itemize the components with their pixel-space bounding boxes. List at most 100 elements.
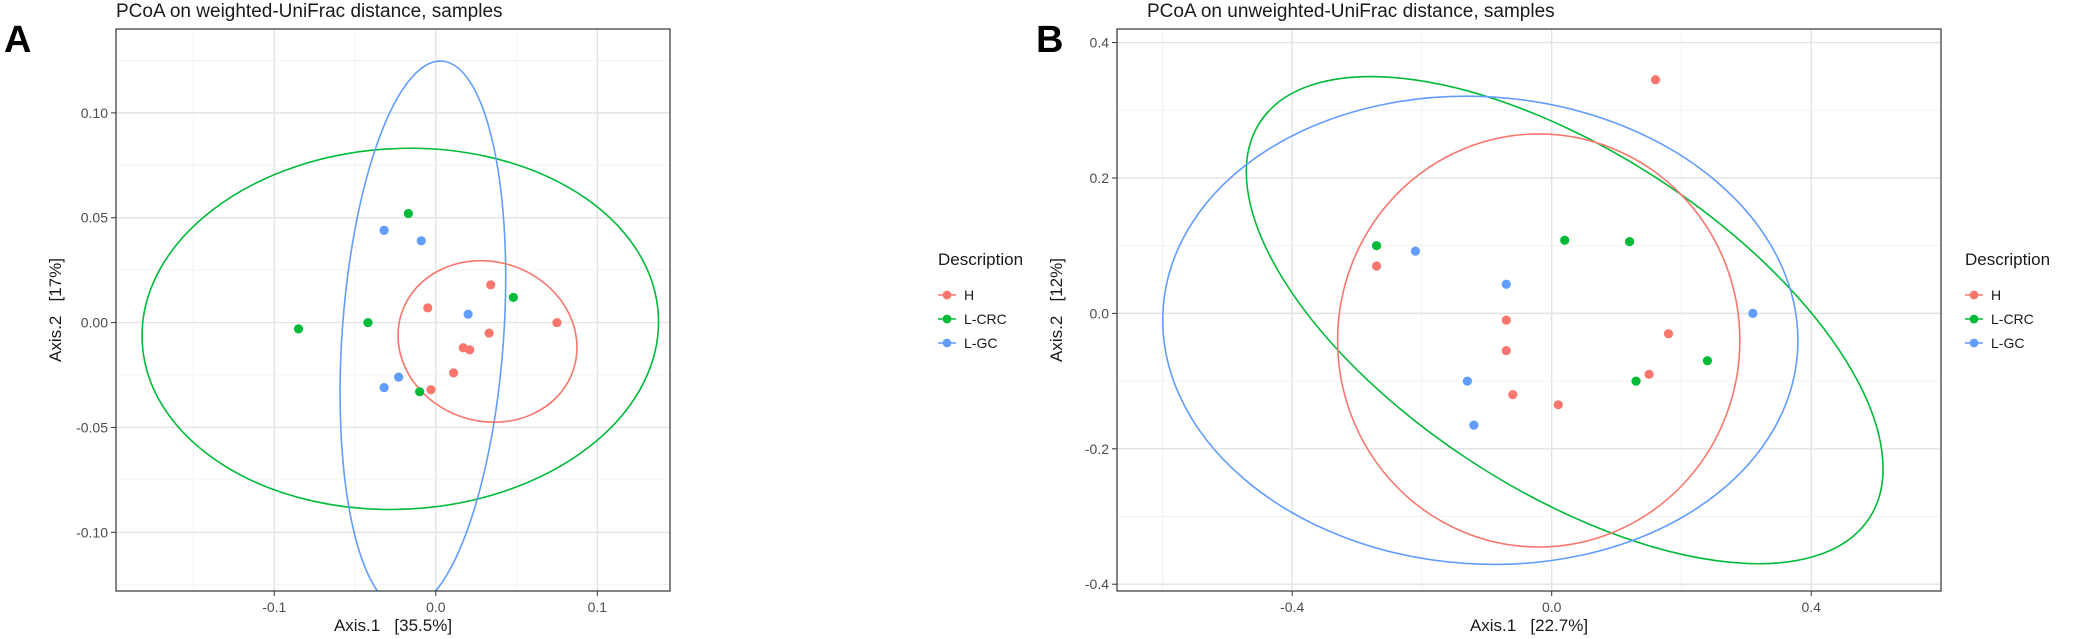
point-l-crc bbox=[1631, 376, 1641, 386]
y-tick-label: -0.2 bbox=[1085, 441, 1109, 457]
point-h bbox=[484, 328, 494, 338]
point-l-gc bbox=[1748, 308, 1758, 318]
legend-label-h: H bbox=[1991, 287, 2001, 303]
point-l-gc bbox=[1410, 246, 1421, 256]
point-h bbox=[1644, 369, 1654, 379]
point-h bbox=[1371, 261, 1382, 271]
y-axis-label: Axis.2 [12%] bbox=[1047, 258, 1066, 362]
y-tick-label: 0.10 bbox=[81, 105, 108, 121]
point-h bbox=[1501, 315, 1511, 325]
gridlines bbox=[116, 29, 670, 591]
x-tick-label: 0.0 bbox=[1542, 599, 1562, 615]
plot-background bbox=[1117, 29, 1941, 591]
legend-key-l-crc bbox=[1965, 314, 1983, 324]
y-tick-label: 0.2 bbox=[1090, 170, 1110, 186]
plot-border bbox=[1116, 28, 1942, 592]
point-l-gc bbox=[1469, 420, 1479, 430]
panel-b: B PCoA on unweighted-UniFrac distance, sa… bbox=[1036, 1, 2050, 635]
ellipse-l-gc bbox=[339, 60, 507, 591]
point-l-gc bbox=[1462, 376, 1472, 386]
y-tick-label: 0.05 bbox=[81, 210, 108, 226]
point-l-gc bbox=[379, 382, 389, 393]
gridlines bbox=[1117, 29, 1942, 591]
panel-a: A PCoA on weighted-UniFrac distance, samp… bbox=[4, 1, 1023, 635]
legend-dot bbox=[942, 314, 952, 324]
point-l-gc bbox=[416, 236, 426, 246]
point-l-gc bbox=[1501, 279, 1511, 289]
confidence-ellipses bbox=[141, 60, 660, 591]
plot-background bbox=[116, 29, 670, 591]
point-l-crc bbox=[1560, 235, 1570, 245]
legend-label-h: H bbox=[964, 287, 974, 303]
x-axis-label: Axis.1 [22.7%] bbox=[1470, 616, 1588, 635]
ellipse-l-crc bbox=[141, 147, 660, 511]
ellipse-h bbox=[397, 259, 578, 424]
y-tick-label: -0.4 bbox=[1085, 576, 1109, 592]
y-tick-label: -0.10 bbox=[76, 524, 108, 540]
y-tick-label: 0.4 bbox=[1090, 35, 1110, 51]
legend-key-l-gc bbox=[1965, 338, 1983, 348]
point-h bbox=[1650, 75, 1661, 85]
point-l-crc bbox=[1371, 241, 1382, 251]
point-l-crc bbox=[363, 317, 373, 328]
point-l-gc bbox=[379, 225, 389, 235]
y-tick-label: -0.05 bbox=[76, 419, 108, 435]
point-h bbox=[1553, 400, 1563, 410]
plot-border bbox=[115, 28, 671, 592]
point-h bbox=[423, 303, 433, 313]
confidence-ellipses bbox=[1161, 75, 1884, 566]
point-h bbox=[426, 385, 436, 395]
point-l-crc bbox=[1702, 356, 1713, 366]
point-l-crc bbox=[403, 208, 413, 219]
ellipse-l-crc bbox=[1245, 75, 1884, 565]
point-l-gc bbox=[394, 372, 404, 382]
legend-key-l-gc bbox=[938, 338, 956, 348]
y-tick-label: 0.0 bbox=[1090, 305, 1110, 321]
legend-label-l-crc: L-CRC bbox=[1991, 311, 2034, 327]
point-l-crc bbox=[508, 292, 518, 303]
legend-dot bbox=[942, 290, 952, 300]
point-l-crc bbox=[415, 387, 425, 397]
point-h bbox=[1508, 390, 1518, 400]
point-h bbox=[1663, 329, 1674, 339]
legend-key-h bbox=[938, 290, 956, 300]
x-tick-label: -0.1 bbox=[262, 599, 286, 615]
point-l-gc bbox=[463, 309, 473, 319]
legend-key-l-crc bbox=[938, 314, 956, 324]
data-points bbox=[293, 208, 562, 397]
legend-dot bbox=[1969, 314, 1979, 324]
legend-label-l-crc: L-CRC bbox=[964, 311, 1007, 327]
legend-label-l-gc: L-GC bbox=[964, 335, 997, 351]
chart-title: PCoA on weighted-UniFrac distance, sampl… bbox=[116, 1, 503, 22]
legend: Description H L-CRC L-GC bbox=[1965, 250, 2050, 351]
legend-dot bbox=[1969, 338, 1979, 348]
legend-dot bbox=[942, 338, 952, 348]
x-tick-label: 0.0 bbox=[426, 599, 446, 615]
x-axis-label: Axis.1 [35.5%] bbox=[334, 616, 452, 635]
x-tick-label: 0.1 bbox=[588, 599, 608, 615]
panel-letter: B bbox=[1036, 19, 1063, 61]
legend-title: Description bbox=[938, 250, 1023, 269]
point-h bbox=[458, 343, 468, 353]
legend-dot bbox=[1969, 290, 1979, 300]
ellipse-h bbox=[1336, 133, 1741, 548]
point-h bbox=[448, 368, 459, 378]
ellipse-l-gc bbox=[1161, 95, 1799, 566]
point-h bbox=[552, 317, 562, 328]
point-l-crc bbox=[293, 324, 304, 334]
x-tick-label: -0.4 bbox=[1280, 599, 1304, 615]
point-l-crc bbox=[1624, 237, 1635, 247]
y-axis-label: Axis.2 [17%] bbox=[46, 258, 65, 362]
legend-title: Description bbox=[1965, 250, 2050, 269]
x-tick-label: 0.4 bbox=[1802, 599, 1822, 615]
y-tick-label: 0.00 bbox=[81, 315, 108, 331]
data-points bbox=[1371, 75, 1758, 430]
point-h bbox=[486, 280, 496, 290]
legend-label-l-gc: L-GC bbox=[1991, 335, 2024, 351]
chart-title: PCoA on unweighted-UniFrac distance, sam… bbox=[1147, 1, 1555, 22]
legend: Description H L-CRC L-GC bbox=[938, 250, 1023, 351]
panel-letter: A bbox=[4, 19, 31, 61]
legend-key-h bbox=[1965, 290, 1983, 300]
point-h bbox=[1501, 346, 1511, 356]
